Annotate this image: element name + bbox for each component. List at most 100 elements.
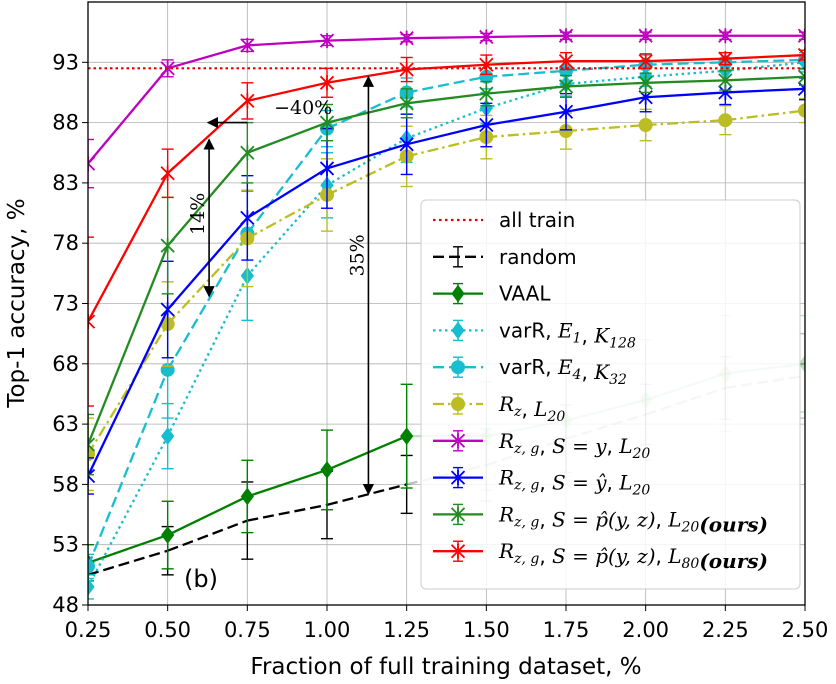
y-tick-label: 83 (52, 171, 79, 195)
legend-marker (451, 321, 465, 340)
data-point-marker (88, 559, 95, 574)
series-line-segment (88, 67, 169, 165)
x-tick-label: 1.00 (304, 618, 351, 642)
y-tick-label: 88 (52, 111, 79, 135)
x-tick-label: 0.25 (65, 618, 112, 642)
x-tick-label: 2.25 (702, 618, 749, 642)
data-point (798, 354, 805, 373)
legend-handle (433, 503, 483, 526)
data-point-marker (558, 53, 574, 69)
data-point-marker (798, 103, 805, 118)
series-line-segment (486, 59, 567, 66)
data-point (319, 160, 335, 176)
annotation-text-gap: 35% (346, 234, 368, 276)
series-line-segment (247, 503, 328, 522)
series-line-segment (88, 435, 169, 588)
series-line-segment (725, 53, 805, 60)
data-point-marker (240, 93, 255, 109)
data-point (479, 86, 494, 102)
series-line-segment (166, 100, 249, 175)
series-line-segment (88, 172, 169, 323)
data-point-marker (479, 117, 494, 133)
series-line-segment (406, 107, 487, 140)
data-point-marker (638, 75, 653, 91)
data-point (798, 103, 805, 118)
x-axis-ticks: 0.25 0.50 0.75 1.00 1.25 1.50 1.75 2.00 2.25 2.50 (65, 605, 828, 642)
data-point (479, 29, 494, 45)
data-point-marker (319, 33, 335, 49)
y-tick-label: 53 (52, 533, 79, 557)
data-point-marker (558, 78, 574, 94)
data-point (638, 75, 653, 91)
legend-handle (433, 393, 483, 415)
data-point-marker (718, 51, 733, 67)
data-point-marker (160, 60, 175, 76)
error-bar (799, 314, 805, 413)
legend-label: VAAL (499, 282, 551, 306)
data-point (638, 118, 653, 133)
error-bar (88, 413, 94, 476)
series-line-segment (645, 79, 726, 84)
error-bar (799, 97, 805, 124)
legend: all train random VAAL varR, E1, K128 varR, E… (420, 199, 801, 590)
series-line-segment (406, 75, 487, 94)
y-tick-label: 48 (52, 593, 79, 617)
data-point (638, 28, 653, 44)
legend-marker (450, 470, 466, 486)
data-point-marker (240, 37, 255, 53)
data-point (160, 238, 175, 254)
series-line-segment (645, 57, 726, 63)
data-point-marker (558, 28, 574, 44)
data-point (240, 145, 255, 161)
data-point (319, 33, 335, 49)
series-line-segment (326, 37, 407, 42)
series-line-segment (246, 184, 328, 277)
series-line-segment (406, 123, 487, 146)
data-point-marker (797, 69, 805, 85)
data-point-marker (479, 86, 494, 102)
legend-label: Rz, g, S = y, L20 (498, 429, 650, 462)
data-point (797, 28, 805, 44)
legend-marker (451, 360, 465, 375)
legend-handle (433, 282, 483, 305)
data-point (240, 37, 255, 53)
y-tick-label: 58 (52, 472, 79, 496)
legend-marker (450, 506, 466, 522)
legend-label: random (499, 245, 577, 269)
series-line-segment (167, 495, 248, 537)
series-line-segment (88, 245, 169, 446)
series-line-segment (565, 123, 646, 133)
data-point (399, 136, 414, 152)
legend-marker (450, 433, 466, 449)
data-point-marker (160, 302, 175, 318)
legend-handle (433, 466, 483, 489)
data-point-marker (240, 210, 255, 226)
series-line-segment (88, 549, 168, 576)
series-line-segment (645, 91, 726, 99)
data-point-marker (399, 30, 414, 46)
data-point (88, 578, 95, 596)
series-line-segment (725, 109, 805, 122)
data-point (479, 117, 494, 133)
series-line-segment (326, 91, 408, 130)
data-point-marker (319, 75, 335, 91)
data-point-marker (161, 427, 175, 445)
data-point-marker (400, 427, 414, 445)
data-point-marker (638, 28, 653, 44)
data-point (161, 427, 175, 445)
data-point-marker (718, 113, 733, 128)
x-tick-label: 2.00 (622, 618, 669, 642)
data-point (558, 104, 574, 120)
series-line-segment (565, 75, 646, 86)
y-tick-label: 73 (52, 292, 79, 316)
series-line-segment (645, 119, 726, 127)
legend-handle (433, 540, 483, 562)
series-line-segment (246, 193, 328, 240)
legend-label: Rz, L20 (498, 392, 565, 425)
x-axis-label: Fraction of full training dataset, % (250, 654, 641, 680)
data-point-marker (319, 160, 335, 176)
data-point-marker (399, 62, 414, 78)
data-point (161, 526, 175, 544)
legend-handle (433, 430, 483, 452)
data-point (797, 47, 805, 63)
